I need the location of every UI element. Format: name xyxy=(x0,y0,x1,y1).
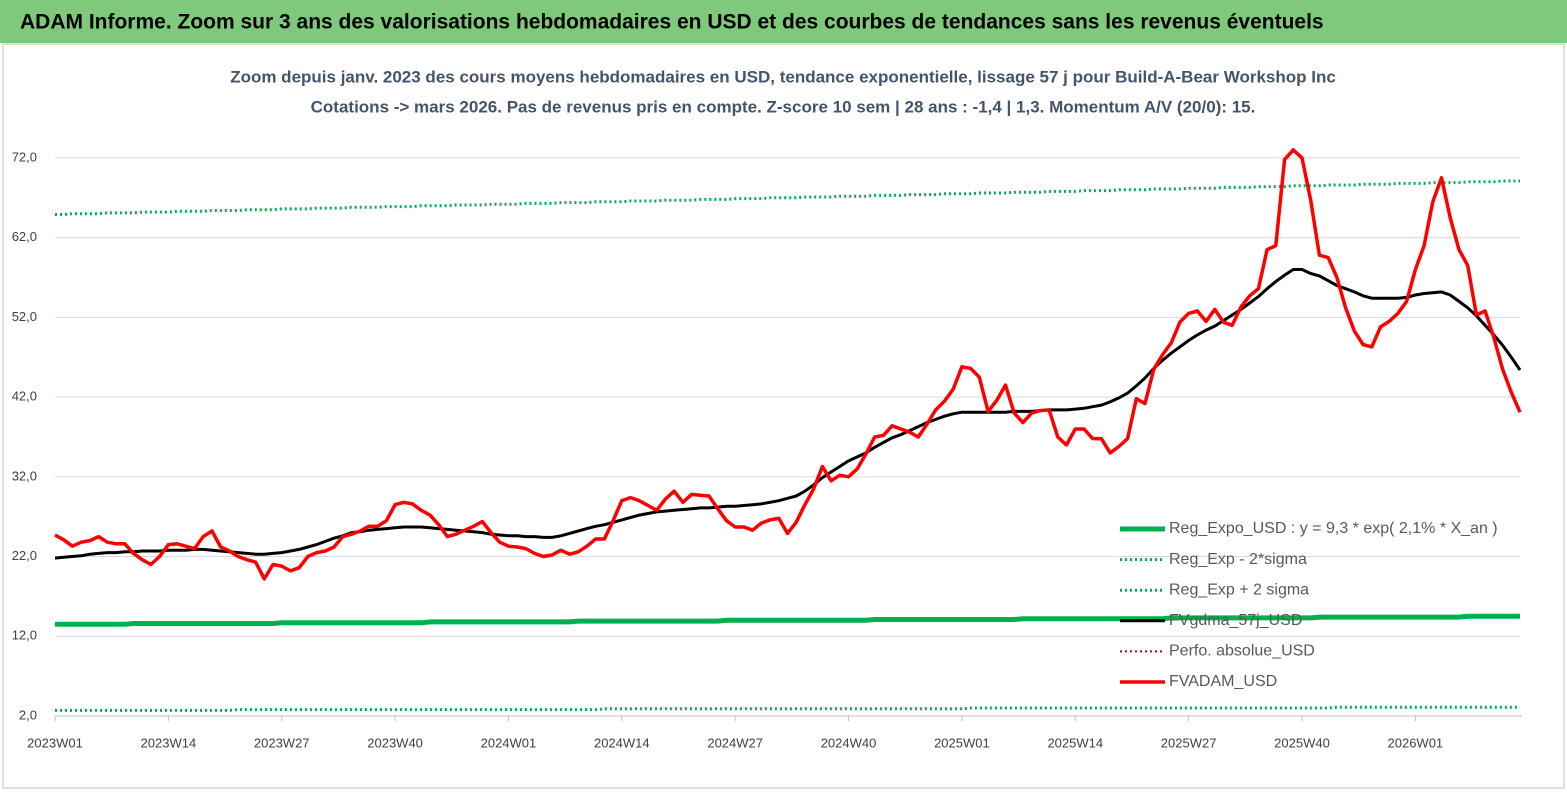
chart-border xyxy=(2,43,1565,789)
y-tick-label: 22,0 xyxy=(12,548,37,563)
x-tick-label: 2023W01 xyxy=(27,735,83,750)
series-line xyxy=(54,148,1522,581)
x-tick-label: 2023W40 xyxy=(367,735,423,750)
series-line xyxy=(54,268,1522,560)
series-line xyxy=(55,613,1520,627)
header-bar xyxy=(0,0,1567,43)
x-tick-label: 2025W40 xyxy=(1274,735,1330,750)
x-tick-label: 2024W01 xyxy=(481,735,537,750)
y-tick-label: 72,0 xyxy=(12,149,37,164)
legend-label: Reg_Exp + 2 sigma xyxy=(1169,581,1309,598)
y-tick-label: 52,0 xyxy=(12,309,37,324)
legend-label: Reg_Expo_USD : y = 9,3 * exp( 2,1% * X_a… xyxy=(1169,520,1498,537)
legend-label: FVgdma_57j_USD xyxy=(1169,612,1302,629)
x-tick-label: 2025W27 xyxy=(1161,735,1217,750)
header-title: ADAM Informe. Zoom sur 3 ans des valoris… xyxy=(20,11,1324,34)
x-tick-label: 2026W01 xyxy=(1388,735,1444,750)
x-tick-label: 2024W40 xyxy=(821,735,877,750)
chart-title: Zoom depuis janv. 2023 des cours moyens … xyxy=(230,67,1336,86)
legend-label: FVADAM_USD xyxy=(1169,673,1277,690)
x-tick-label: 2025W14 xyxy=(1047,735,1103,750)
y-tick-label: 32,0 xyxy=(12,468,37,483)
x-tick-label: 2024W27 xyxy=(707,735,763,750)
y-tick-label: 2,0 xyxy=(19,707,37,722)
x-tick-label: 2024W14 xyxy=(594,735,650,750)
series-line xyxy=(55,705,1520,712)
y-tick-label: 12,0 xyxy=(12,628,37,643)
legend-label: Reg_Exp - 2*sigma xyxy=(1169,551,1307,568)
chart-subtitle: Cotations -> mars 2026. Pas de revenus p… xyxy=(311,97,1256,116)
x-tick-label: 2025W01 xyxy=(934,735,990,750)
x-tick-label: 2023W27 xyxy=(254,735,310,750)
legend-label: Perfo. absolue_USD xyxy=(1169,643,1315,660)
y-tick-label: 42,0 xyxy=(12,389,37,404)
x-tick-label: 2023W14 xyxy=(141,735,197,750)
y-tick-label: 62,0 xyxy=(12,229,37,244)
